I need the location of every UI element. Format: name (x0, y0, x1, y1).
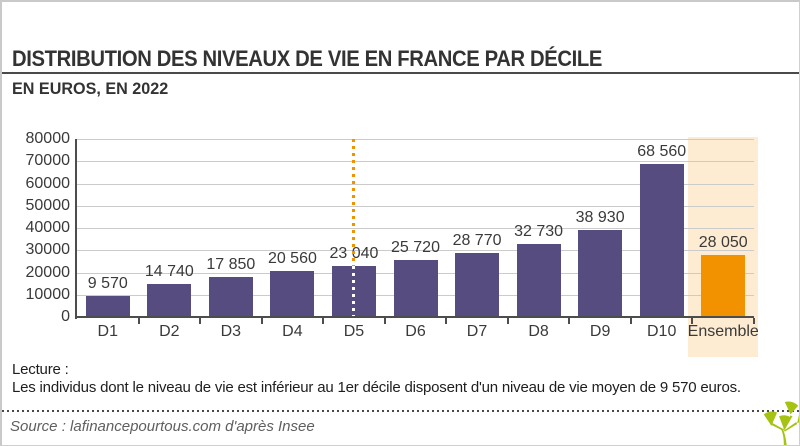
x-axis-category-label: D10 (646, 323, 677, 340)
x-axis-tick (383, 318, 386, 324)
x-axis-tick (199, 318, 202, 324)
bar-value-label: 28 770 (452, 231, 502, 249)
y-axis-tick-label: 80000 (25, 130, 71, 147)
x-axis-line (75, 316, 754, 318)
x-axis-tick (691, 318, 694, 324)
lecture-text: Les individus dont le niveau de vie est … (12, 379, 741, 396)
bar-value-label: 9 570 (87, 274, 128, 292)
bar-d8 (516, 244, 561, 317)
x-axis-category-label: D5 (343, 323, 365, 340)
gridline (77, 250, 754, 252)
gridline (77, 205, 754, 207)
ensemble-highlight-band (688, 137, 758, 357)
x-axis-category-label: D2 (159, 323, 180, 340)
x-axis-tick (260, 318, 263, 324)
gridline (77, 139, 754, 140)
bar-value-label: 25 720 (391, 238, 440, 256)
title-underline (2, 72, 799, 74)
x-axis-category-label: D7 (466, 323, 488, 340)
x-axis-category-label: D3 (220, 323, 242, 340)
x-axis-category-label: D1 (97, 323, 118, 340)
median-dotted-line-inside-bar (352, 265, 356, 317)
gridline (77, 183, 754, 185)
y-axis-tick-label: 0 (61, 308, 70, 325)
bar-ensemble (701, 254, 746, 317)
bar-d4 (270, 271, 315, 317)
x-axis-category-label: D6 (405, 323, 426, 340)
gridline (77, 161, 754, 163)
x-axis-tick (137, 318, 140, 324)
y-axis-tick-label: 20000 (25, 263, 71, 281)
bar-d1 (85, 295, 130, 317)
dotted-separator (2, 410, 799, 412)
x-axis-tick (506, 318, 509, 324)
bar-value-label: 68 560 (637, 143, 687, 161)
source-line: Source : lafinancepourtous.com d'après I… (10, 418, 315, 435)
bar-d3 (208, 277, 253, 317)
bar-d2 (147, 284, 192, 317)
bar-d6 (393, 259, 438, 317)
bar-d9 (578, 230, 623, 317)
x-axis-category-label: D4 (282, 323, 303, 340)
y-axis-tick-label: 30000 (25, 241, 71, 259)
x-axis-tick (322, 318, 325, 324)
lecture-label: Lecture : (12, 361, 69, 378)
y-axis-line (75, 139, 77, 319)
y-axis-tick-label: 40000 (25, 219, 71, 236)
page-subtitle: EN EUROS, EN 2022 (12, 79, 169, 98)
x-axis-category-label: D8 (528, 323, 549, 340)
x-axis-category-label: D9 (589, 323, 611, 340)
decile-bar-chart: 0 10000 20000 30000 40000 50000 60000 70000 8000… (2, 2, 799, 362)
bar-value-label: 28 050 (698, 233, 748, 251)
bar-value-label: 38 930 (575, 209, 625, 227)
bar-value-label: 14 740 (144, 263, 194, 281)
bar-value-label: 17 850 (206, 256, 256, 274)
y-axis-tick-label: 50000 (25, 196, 71, 214)
lafinancepourtous-tree-logo-icon (763, 401, 799, 445)
x-axis-tick (629, 318, 632, 324)
page-title: DISTRIBUTION DES NIVEAUX DE VIE EN FRANC… (12, 46, 603, 71)
bar-d7 (455, 252, 500, 317)
x-axis-category-label: Ensemble (687, 323, 759, 340)
x-axis-tick (568, 318, 571, 324)
y-axis-tick-label: 10000 (25, 285, 71, 303)
bar-value-label: 20 560 (267, 250, 317, 268)
gridline (77, 228, 754, 229)
x-axis-tick (753, 318, 755, 324)
x-axis-tick (445, 318, 448, 324)
median-dotted-line-upper (352, 139, 356, 266)
bar-d10 (639, 164, 684, 317)
bar-value-label: 32 730 (514, 223, 564, 241)
y-axis-tick-label: 60000 (25, 174, 71, 192)
y-axis-tick-label: 70000 (25, 152, 71, 170)
